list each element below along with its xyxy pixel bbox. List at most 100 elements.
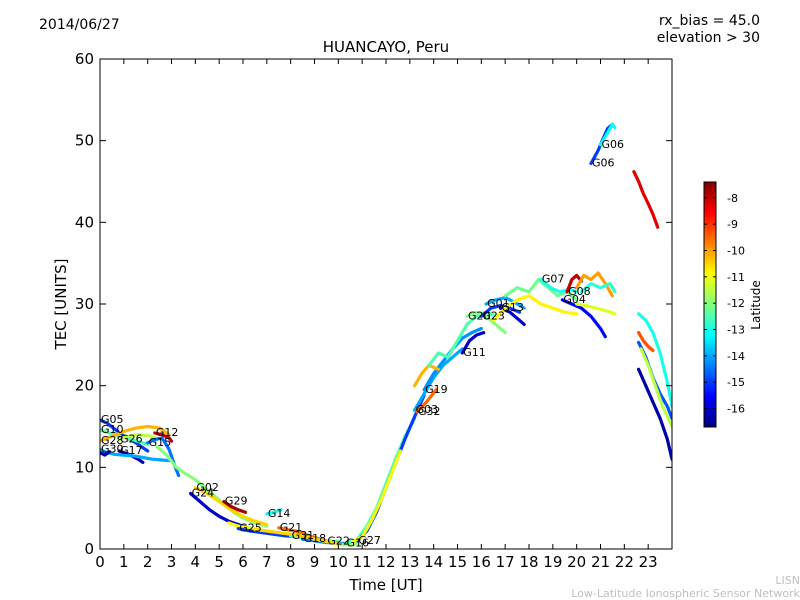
series-line-g03 <box>413 347 464 412</box>
y-tick-label: 40 <box>75 213 94 231</box>
x-axis: 0 1 2 3 4 5 6 7 8 9 10 11 12 13 14 15 16 17 18 19 20 21 22 23 <box>95 59 658 571</box>
series-line-track-26 <box>351 449 402 544</box>
x-tick-label: 16 <box>472 553 491 571</box>
colorbar-tick-label: -11 <box>727 271 745 284</box>
satellite-label-g02: G02 <box>196 481 219 494</box>
rx-bias-label: rx_bias = 45.0 <box>658 13 760 29</box>
y-tick-label: 0 <box>84 540 94 558</box>
colorbar-tick-label: -12 <box>727 297 745 310</box>
x-tick-label: 12 <box>376 553 395 571</box>
y-tick-label: 30 <box>75 295 94 313</box>
series-line-track-48 <box>636 367 672 461</box>
series-line-g25 <box>236 526 300 539</box>
satellite-label-g05: G05 <box>101 413 124 426</box>
satellite-label-g24: G24 <box>192 486 215 499</box>
colorbar-tick-label: -14 <box>727 350 745 363</box>
chart-title: HUANCAYO, Peru <box>323 38 449 56</box>
x-tick-label: 14 <box>424 553 443 571</box>
satellite-label-g29: G29 <box>225 495 248 508</box>
satellite-label-g30: G30 <box>101 442 124 455</box>
colorbar-tick-label: -16 <box>727 403 745 416</box>
credit-org-full: Low-Latitude Ionospheric Sensor Network <box>571 587 800 600</box>
satellite-label-g04: G04 <box>563 293 586 306</box>
x-axis-label: Time [UT] <box>348 576 422 594</box>
colorbar-tick-label: -8 <box>727 192 738 205</box>
x-tick-label: 21 <box>591 553 610 571</box>
series-line-g04 <box>560 298 607 339</box>
series-line-g26 <box>117 433 157 442</box>
y-tick-label: 60 <box>75 50 94 68</box>
series-line-g06 <box>598 122 617 147</box>
satellite-label-g18: G18 <box>304 532 327 545</box>
satellite-label-g01: G01 <box>487 297 510 310</box>
x-tick-label: 11 <box>353 553 372 571</box>
series-line-g01 <box>484 295 526 310</box>
series-line-g12 <box>153 431 174 443</box>
x-tick-label: 3 <box>167 553 177 571</box>
series-line-track-44 <box>575 302 617 316</box>
series-line-g23 <box>479 304 522 318</box>
x-tick-label: 13 <box>400 553 419 571</box>
y-axis: 0 10 20 30 40 50 60 <box>75 50 672 558</box>
series-layer <box>100 122 672 547</box>
receiver-settings: rx_bias = 45.0 elevation > 30 <box>657 13 760 47</box>
series-line-g02 <box>193 486 269 527</box>
x-tick-label: 4 <box>191 553 201 571</box>
satellite-label-g17: G17 <box>120 444 143 457</box>
satellite-label-g14: G14 <box>268 507 291 520</box>
satellite-label-g07: G07 <box>542 273 565 286</box>
series-line-track-11 <box>100 450 112 457</box>
x-tick-label: 2 <box>143 553 153 571</box>
y-tick-label: 20 <box>75 377 94 395</box>
series-line-track-45 <box>636 312 672 408</box>
series-line-track-43 <box>579 282 617 294</box>
satellite-label-g12: G12 <box>156 426 179 439</box>
satellite-label-g11: G11 <box>463 346 486 359</box>
x-tick-label: 20 <box>567 553 586 571</box>
satellite-label-g08: G08 <box>568 285 591 298</box>
y-tick-label: 50 <box>75 132 94 150</box>
satellite-label-g21: G21 <box>280 521 303 534</box>
series-line-track-23 <box>253 527 340 546</box>
series-line-track-46 <box>636 331 655 353</box>
colorbar-tick-label: -13 <box>727 324 745 337</box>
x-tick-label: 9 <box>310 553 320 571</box>
series-line-track-37 <box>491 294 579 322</box>
x-tick-label: 10 <box>329 553 348 571</box>
x-tick-label: 7 <box>262 553 272 571</box>
x-tick-label: 18 <box>519 553 538 571</box>
satellite-label-g16: G16 <box>346 536 369 549</box>
date-label: 2014/06/27 <box>39 17 120 33</box>
x-tick-label: 5 <box>214 553 224 571</box>
satellite-label-g31: G31 <box>292 529 315 542</box>
elevation-label: elevation > 30 <box>656 30 760 46</box>
series-line-g11 <box>460 331 486 355</box>
x-tick-label: 22 <box>615 553 634 571</box>
series-line-g07 <box>539 277 579 294</box>
colorbar-label: Latitude <box>749 280 763 329</box>
x-tick-label: 6 <box>238 553 248 571</box>
satellite-label-g23: G23 <box>482 309 505 322</box>
satellite-label-g32: G32 <box>418 405 441 418</box>
satellite-label-g15: G15 <box>149 436 172 449</box>
x-tick-label: 17 <box>496 553 515 571</box>
colorbar-tick-label: -9 <box>727 218 738 231</box>
series-line-track-30 <box>413 363 440 388</box>
y-tick-label: 10 <box>75 458 94 476</box>
x-tick-label: 0 <box>95 553 105 571</box>
x-tick-label: 1 <box>119 553 129 571</box>
x-tick-label: 23 <box>639 553 658 571</box>
series-line-track-2 <box>632 170 660 229</box>
series-line-g08 <box>565 273 584 294</box>
colorbar <box>703 181 717 428</box>
series-line-g29 <box>222 500 247 514</box>
satellite-label-g22: G22 <box>327 535 350 548</box>
x-tick-label: 19 <box>543 553 562 571</box>
credit-block: LISN Low-Latitude Ionospheric Sensor Net… <box>571 574 800 600</box>
colorbar-ticks: -8 -9 -10 -11 -12 -13 -14 -15 -16 <box>704 192 745 416</box>
y-axis-label: TEC [UNITS] <box>52 259 70 351</box>
satellite-label-g19: G19 <box>425 383 448 396</box>
satellite-label-g13: G13 <box>501 301 524 314</box>
satellite-label-g27: G27 <box>358 534 381 547</box>
satellite-label-g28: G28 <box>101 434 124 447</box>
